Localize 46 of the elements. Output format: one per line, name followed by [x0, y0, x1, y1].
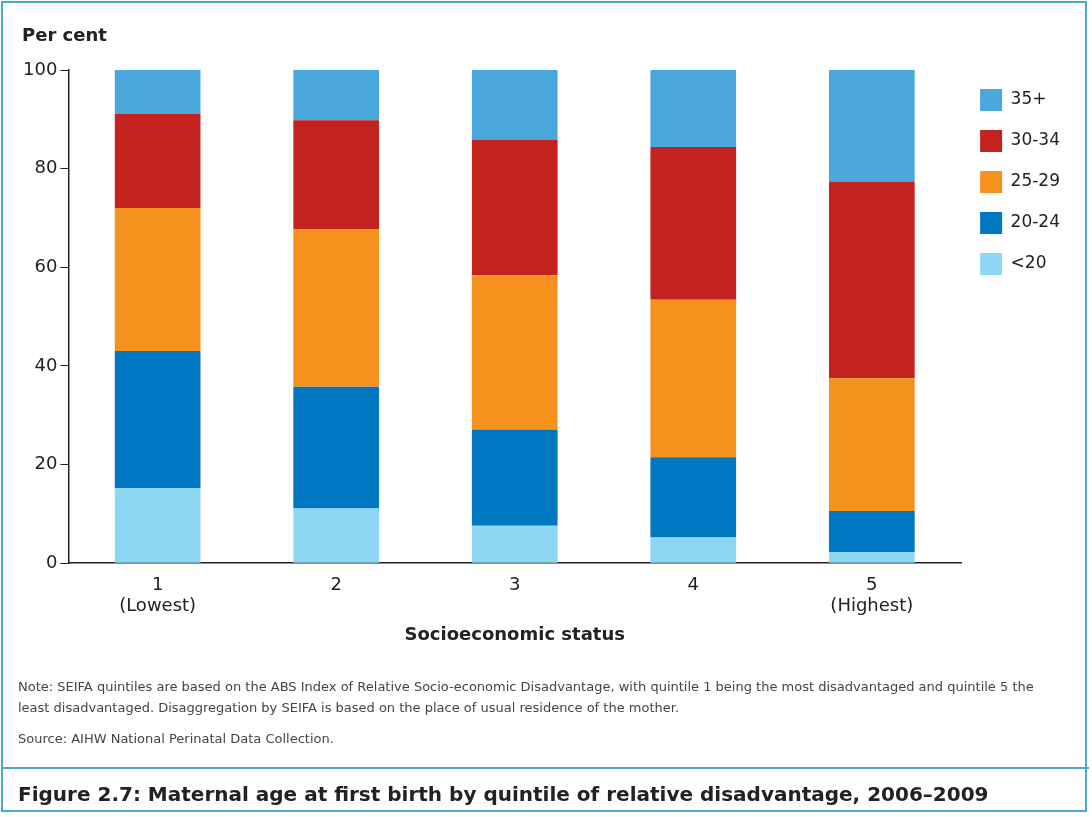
bar [650, 299, 737, 458]
bar [293, 508, 380, 563]
bar [471, 70, 558, 140]
bar [828, 181, 915, 379]
bar [293, 386, 380, 509]
bar [471, 429, 558, 526]
bar [650, 537, 737, 563]
y-tick-label: 40 [34, 353, 58, 375]
legend-label: 20-24 [1010, 211, 1061, 232]
bar [471, 525, 558, 563]
y-tick-label: 80 [34, 156, 58, 178]
y-tick-label: 0 [45, 550, 58, 572]
x-tick-label: 2 [330, 572, 342, 594]
bar [114, 113, 201, 209]
legend-label: 35+ [1010, 88, 1047, 109]
bar [471, 139, 558, 276]
bar [650, 457, 737, 538]
source-note: Source: AIHW National Perinatal Data Collection. [18, 730, 335, 748]
bar [650, 146, 737, 300]
x-tick-label: 4 [687, 572, 699, 594]
text: Note: SEIFA quintiles are based on the ABS Index of Relative Socio-economic Disadvantage, with quintile 1 being the most disadvantaged and quintile 5 the least disadvantaged. Disaggregation by SEIFA is based on the place of usual residence of the mother. [18, 678, 1035, 717]
bar [293, 70, 380, 121]
y-tick-label: 100 [23, 57, 58, 79]
bar [293, 229, 380, 387]
y-axis-title: Per cent [22, 24, 107, 45]
bar [828, 552, 915, 563]
y-tick-label: 60 [34, 254, 58, 276]
text: Figure 2.7: Maternal age at first birth by quintile of relative disadvantage, 2006–2009 [18, 782, 989, 806]
bar [114, 488, 201, 563]
bar [828, 510, 915, 553]
legend-label: 30-34 [1010, 129, 1061, 150]
bar [650, 70, 737, 147]
bar [828, 70, 915, 182]
y-tick-label: 20 [34, 452, 58, 474]
x-tick-label: 3 [509, 572, 521, 594]
bar [114, 208, 201, 352]
bar [114, 351, 201, 489]
bar [114, 70, 201, 114]
x-tick-label: 5 (Highest) [830, 572, 914, 616]
bar [471, 275, 558, 430]
x-tick-label: 1 (Lowest) [119, 572, 197, 616]
bar [293, 120, 380, 230]
x-axis-title: Socioeconomic status [404, 622, 625, 644]
bar [828, 378, 915, 511]
legend-label: 25-29 [1010, 170, 1061, 191]
legend-label: <20 [1010, 252, 1047, 273]
